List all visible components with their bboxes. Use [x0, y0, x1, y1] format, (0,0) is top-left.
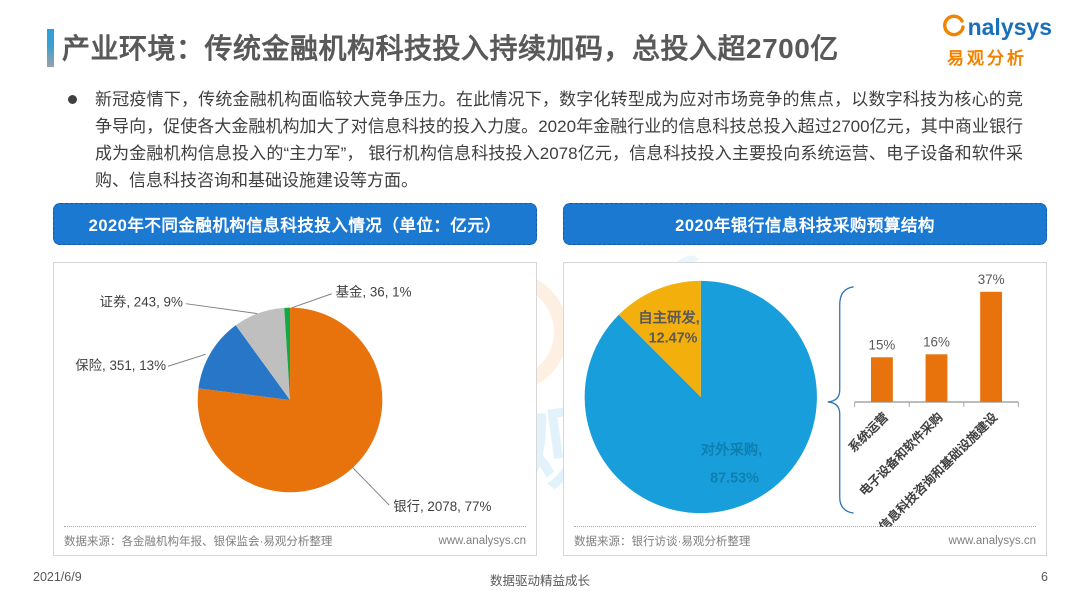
- bar-信息科技咨询和基础设施建设: [980, 291, 1003, 402]
- leader-line-fund: [291, 293, 332, 309]
- logo-swirl-icon: [940, 12, 966, 43]
- right-chart-panel: 自主研发, 12.47% 对外采购, 87.53% 15% 系统运营 16% 电子设备…: [563, 262, 1047, 556]
- brace-connector: [827, 286, 854, 514]
- left-chart-panel: 基金, 36, 1% 证券, 243, 9% 保险, 351, 13% 银行, …: [53, 262, 537, 556]
- right-chart-title-banner: 2020年银行信息科技采购预算结构: [563, 203, 1047, 245]
- bar-value-label: 16%: [923, 334, 950, 349]
- logo-wordmark: nalysys: [967, 14, 1052, 40]
- footer-date: 2021/6/9: [33, 570, 82, 584]
- title-accent-bar: [47, 29, 54, 67]
- footer-slogan: 数据驱动精益成长: [489, 574, 590, 588]
- pie-label-outsource-name: 对外采购,: [701, 441, 763, 459]
- page-title: 产业环境：传统金融机构科技投入持续加码，总投入超2700亿: [62, 33, 839, 64]
- pie-slice-基金: [284, 307, 291, 400]
- pie-label-securities: 证券, 243, 9%: [100, 295, 183, 310]
- logo-chinese-name: 易观分析: [947, 49, 1027, 68]
- bar-value-label: 15%: [869, 337, 896, 352]
- pie-label-fund: 基金, 36, 1%: [336, 284, 412, 300]
- bullet-icon: [68, 95, 77, 104]
- footer-page-number: 6: [1041, 570, 1048, 584]
- left-source-row: 数据来源：各金融机构年报、银保监会·易观分析整理 www.analysys.cn: [64, 526, 526, 555]
- analysys-logo: nalysys 易观分析: [922, 12, 1052, 69]
- right-source-row: 数据来源：银行访谈·易观分析整理 www.analysys.cn: [574, 526, 1036, 555]
- leader-line-bank: [352, 467, 390, 506]
- pie-slice-对外采购: [584, 280, 817, 514]
- bar-电子设备和软件采购: [925, 354, 948, 402]
- right-website-text: www.analysys.cn: [948, 535, 1036, 547]
- pie-slice-保险: [198, 325, 291, 400]
- pie-slice-银行: [197, 307, 383, 493]
- pie-slice-自主研发: [618, 280, 701, 397]
- right-pie-bar-chart: 自主研发, 12.47% 对外采购, 87.53% 15%系统运营16%电子设备…: [584, 272, 1019, 527]
- pie-label-bank: 银行, 2078, 77%: [393, 499, 491, 514]
- left-website-text: www.analysys.cn: [438, 535, 526, 547]
- pie-label-insurance: 保险, 351, 13%: [75, 358, 166, 373]
- bar-系统运营: [871, 357, 893, 402]
- left-source-text: 数据来源：各金融机构年报、银保监会·易观分析整理: [64, 536, 333, 548]
- bar-value-label: 37%: [978, 272, 1005, 287]
- pie-slice-证券: [235, 307, 291, 400]
- intro-paragraph: 新冠疫情下，传统金融机构面临较大竞争压力。在此情况下，数字化转型成为应对市场竞争…: [95, 90, 1023, 190]
- leader-line-securities: [185, 303, 258, 315]
- left-pie-chart: 基金, 36, 1% 证券, 243, 9% 保险, 351, 13% 银行, …: [75, 284, 491, 514]
- leader-line-insurance: [167, 353, 206, 367]
- right-source-text: 数据来源：银行访谈·易观分析整理: [574, 536, 751, 548]
- pie-label-inhouse-pct: 12.47%: [649, 330, 698, 346]
- left-chart-title-banner: 2020年不同金融机构信息科技投入情况（单位：亿元）: [53, 203, 537, 245]
- bar-category-label: 系统运营: [845, 409, 891, 455]
- pie-label-outsource-pct: 87.53%: [710, 470, 759, 486]
- pie-label-inhouse-name: 自主研发,: [638, 309, 700, 327]
